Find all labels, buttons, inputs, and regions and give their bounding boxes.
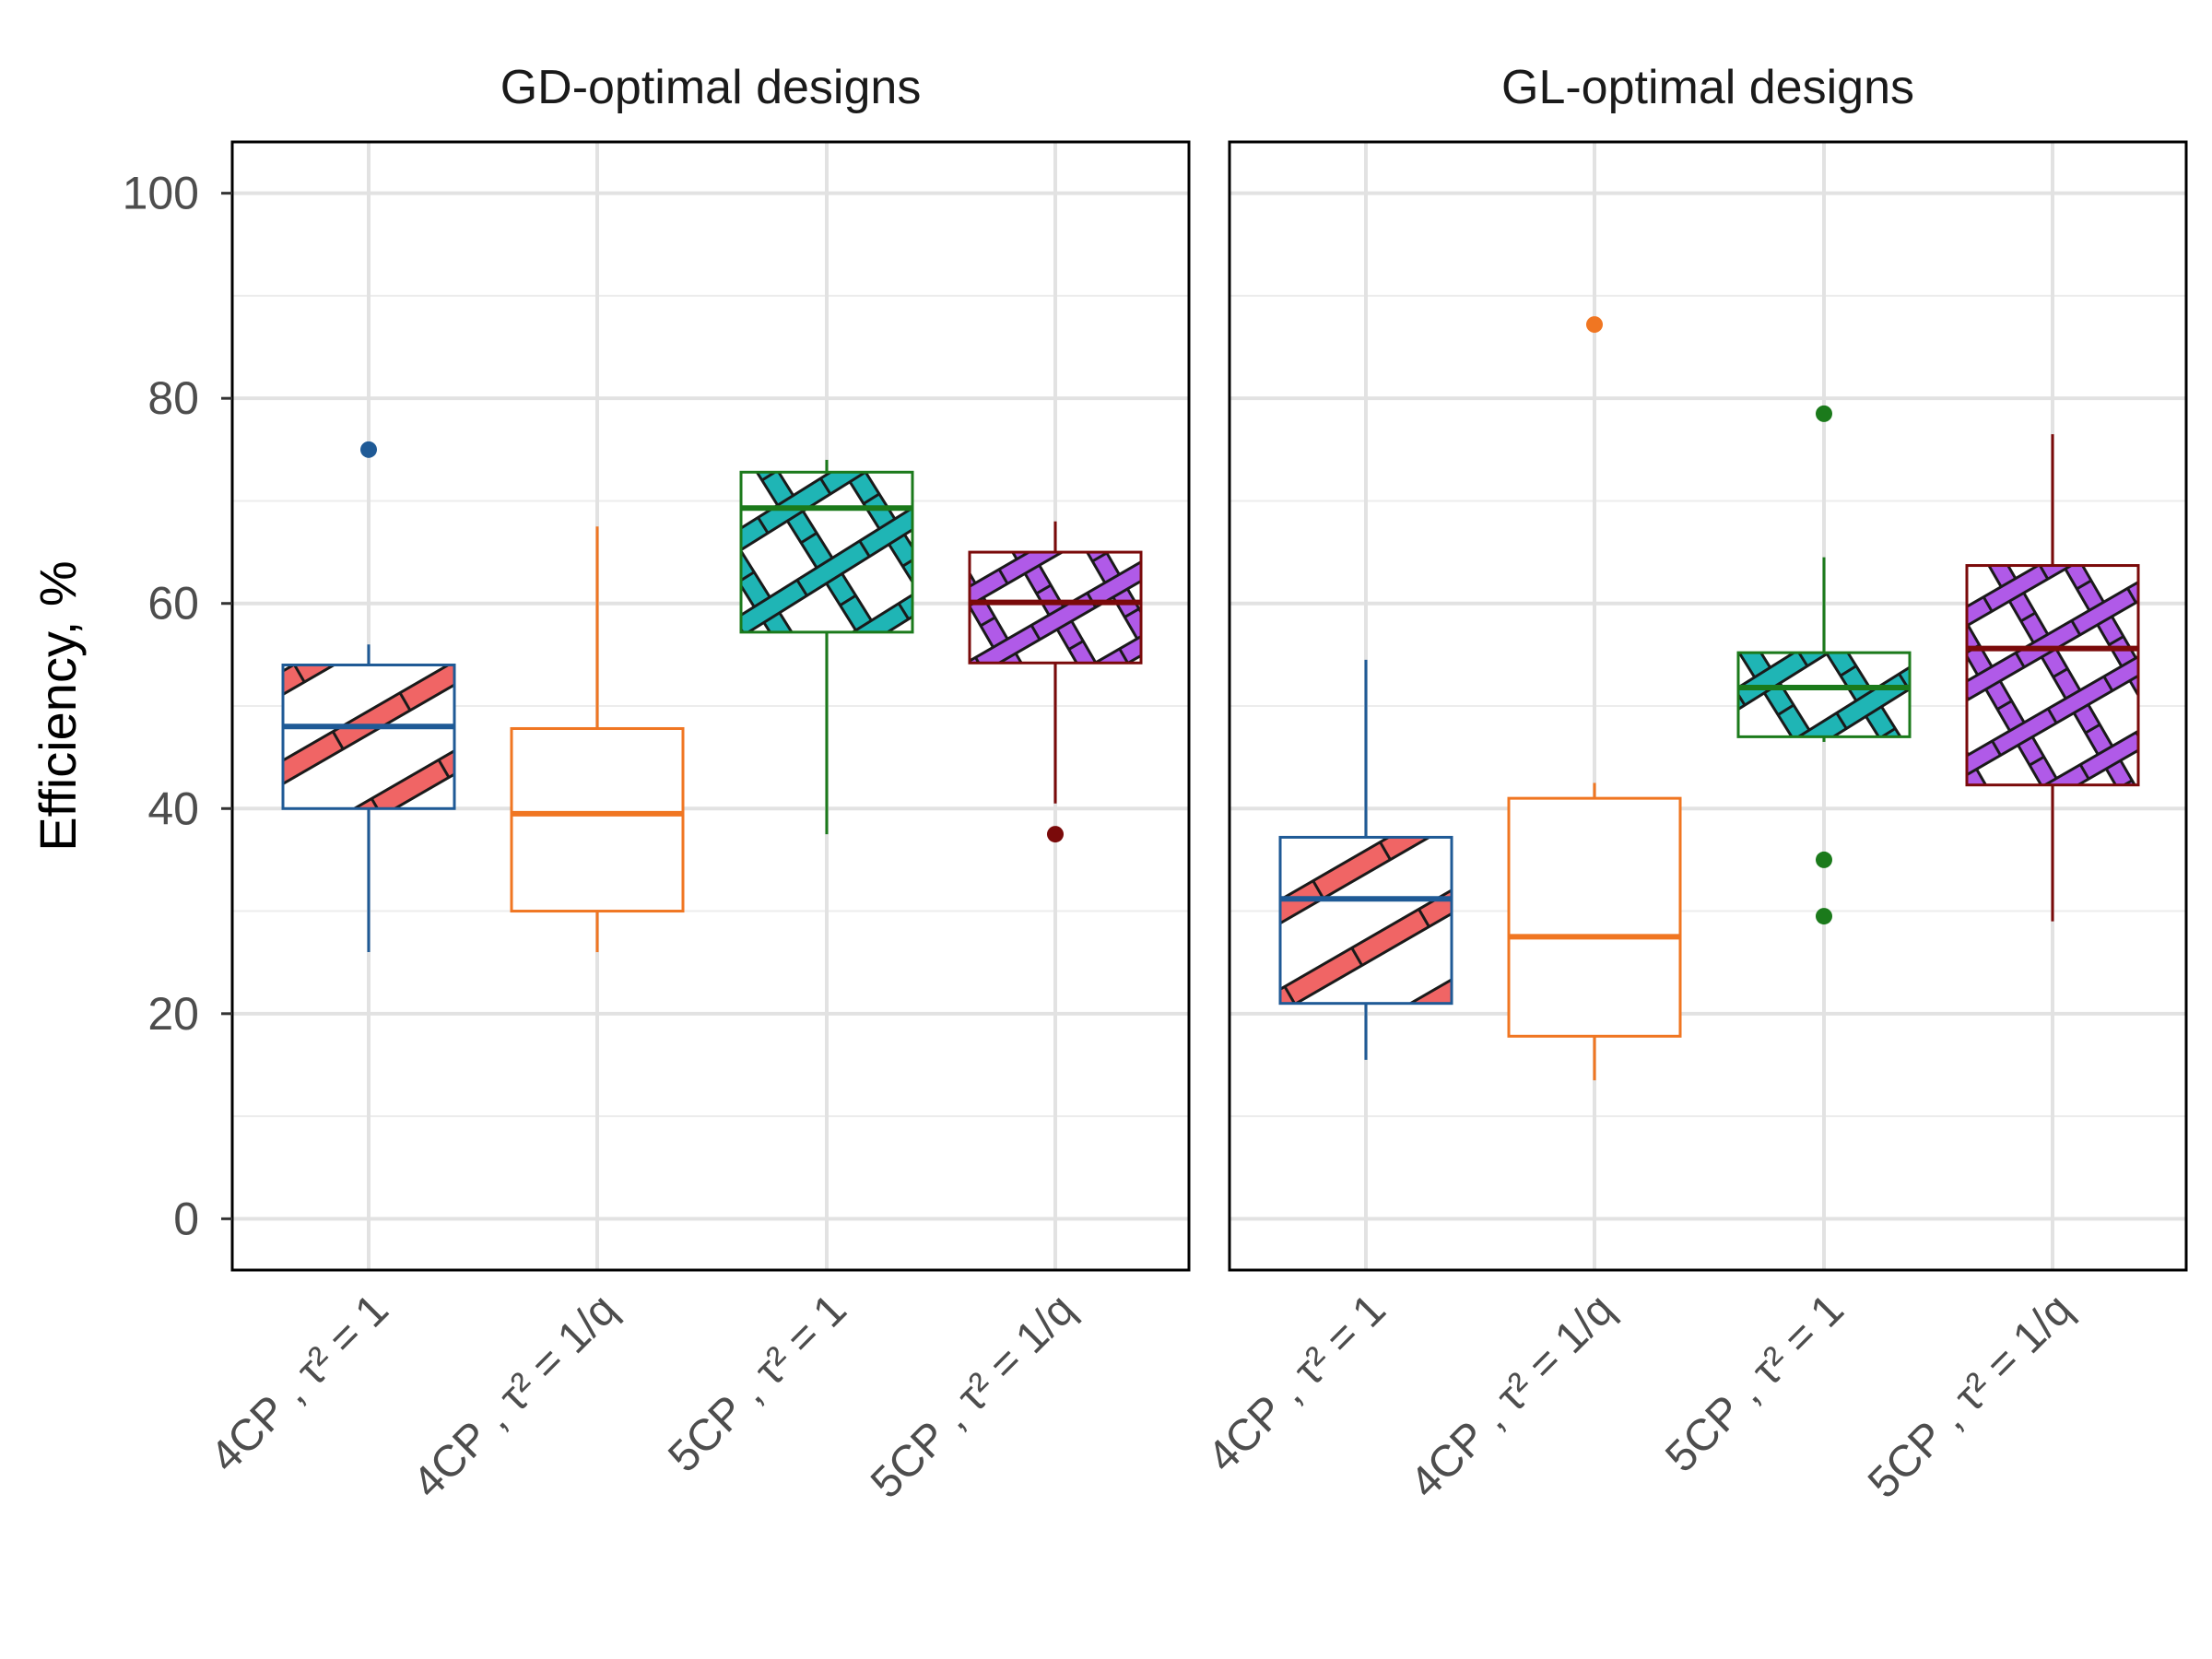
grid-gl [1230,142,2186,1270]
panel-frame-gl [1228,140,2188,1272]
x-tick-label: 4CP , τ² = 1/q [1401,1285,1624,1508]
y-tick-label: 20 [147,988,199,1040]
box-4CP_tau1 [1278,659,1453,1060]
x-tick-label: 5CP , τ² = 1/q [862,1285,1085,1508]
y-tick-label: 40 [147,782,199,834]
box-4CP_tau1q [1507,316,1682,1081]
x-tick-labels-gd: 4CP , τ² = 1 4CP , τ² = 1/q 5CP , τ² = 1 5C… [201,1285,1084,1508]
box-5CP_tau1 [739,459,914,835]
boxes-gd [281,441,1143,953]
y-tick-label: 100 [123,168,199,219]
panel-gl-optimal: GL-optimal designs 4CP , τ² = 1 4CP , τ² … [1198,61,2188,1508]
box-4CP_tau1q [510,526,685,953]
x-tick-label: 5CP , τ² = 1 [1656,1285,1853,1481]
panel-title-gl: GL-optimal designs [1501,61,1914,114]
y-tick-label: 0 [173,1193,199,1244]
x-tick-labels-gl: 4CP , τ² = 1 4CP , τ² = 1/q 5CP , τ² = 1 5C… [1198,1285,2081,1508]
panel-frame-gd [230,140,1191,1272]
box-5CP_tau1 [1736,405,1912,925]
y-tick-label: 80 [147,372,199,424]
boxes-gl [1278,316,2140,1081]
outlier-point [1586,316,1603,334]
outlier-point [360,441,377,458]
box-body [510,726,685,913]
box-body [1736,651,1912,738]
box-5CP_tau1q [968,521,1143,843]
panel-title-gd: GD-optimal designs [500,61,922,114]
outlier-point [1047,826,1064,843]
box-body [1278,835,1453,1006]
x-tick-label: 5CP , τ² = 1 [659,1285,855,1481]
box-body [968,550,1143,665]
y-axis-title: Efficiency, % [29,560,87,851]
box-5CP_tau1q [1965,434,2140,922]
box-body [1965,564,2140,787]
x-tick-label: 4CP , τ² = 1 [201,1285,397,1481]
box-body [739,470,914,634]
outlier-point [1816,908,1832,925]
box-4CP_tau1 [281,441,456,953]
outlier-point [1816,405,1832,422]
x-tick-label: 4CP , τ² = 1/q [404,1285,627,1508]
outlier-point [1816,851,1832,868]
panel-gd-optimal: GD-optimal designs 0 20 40 60 80 100 4CP , τ²… [123,61,1191,1508]
box-body [1507,796,1682,1038]
x-tick-label: 4CP , τ² = 1 [1198,1285,1394,1481]
x-tick-label: 5CP , τ² = 1/q [1859,1285,2082,1508]
box-body [281,663,456,810]
y-tick-labels: 0 20 40 60 80 100 [123,168,232,1244]
y-tick-label: 60 [147,578,199,629]
